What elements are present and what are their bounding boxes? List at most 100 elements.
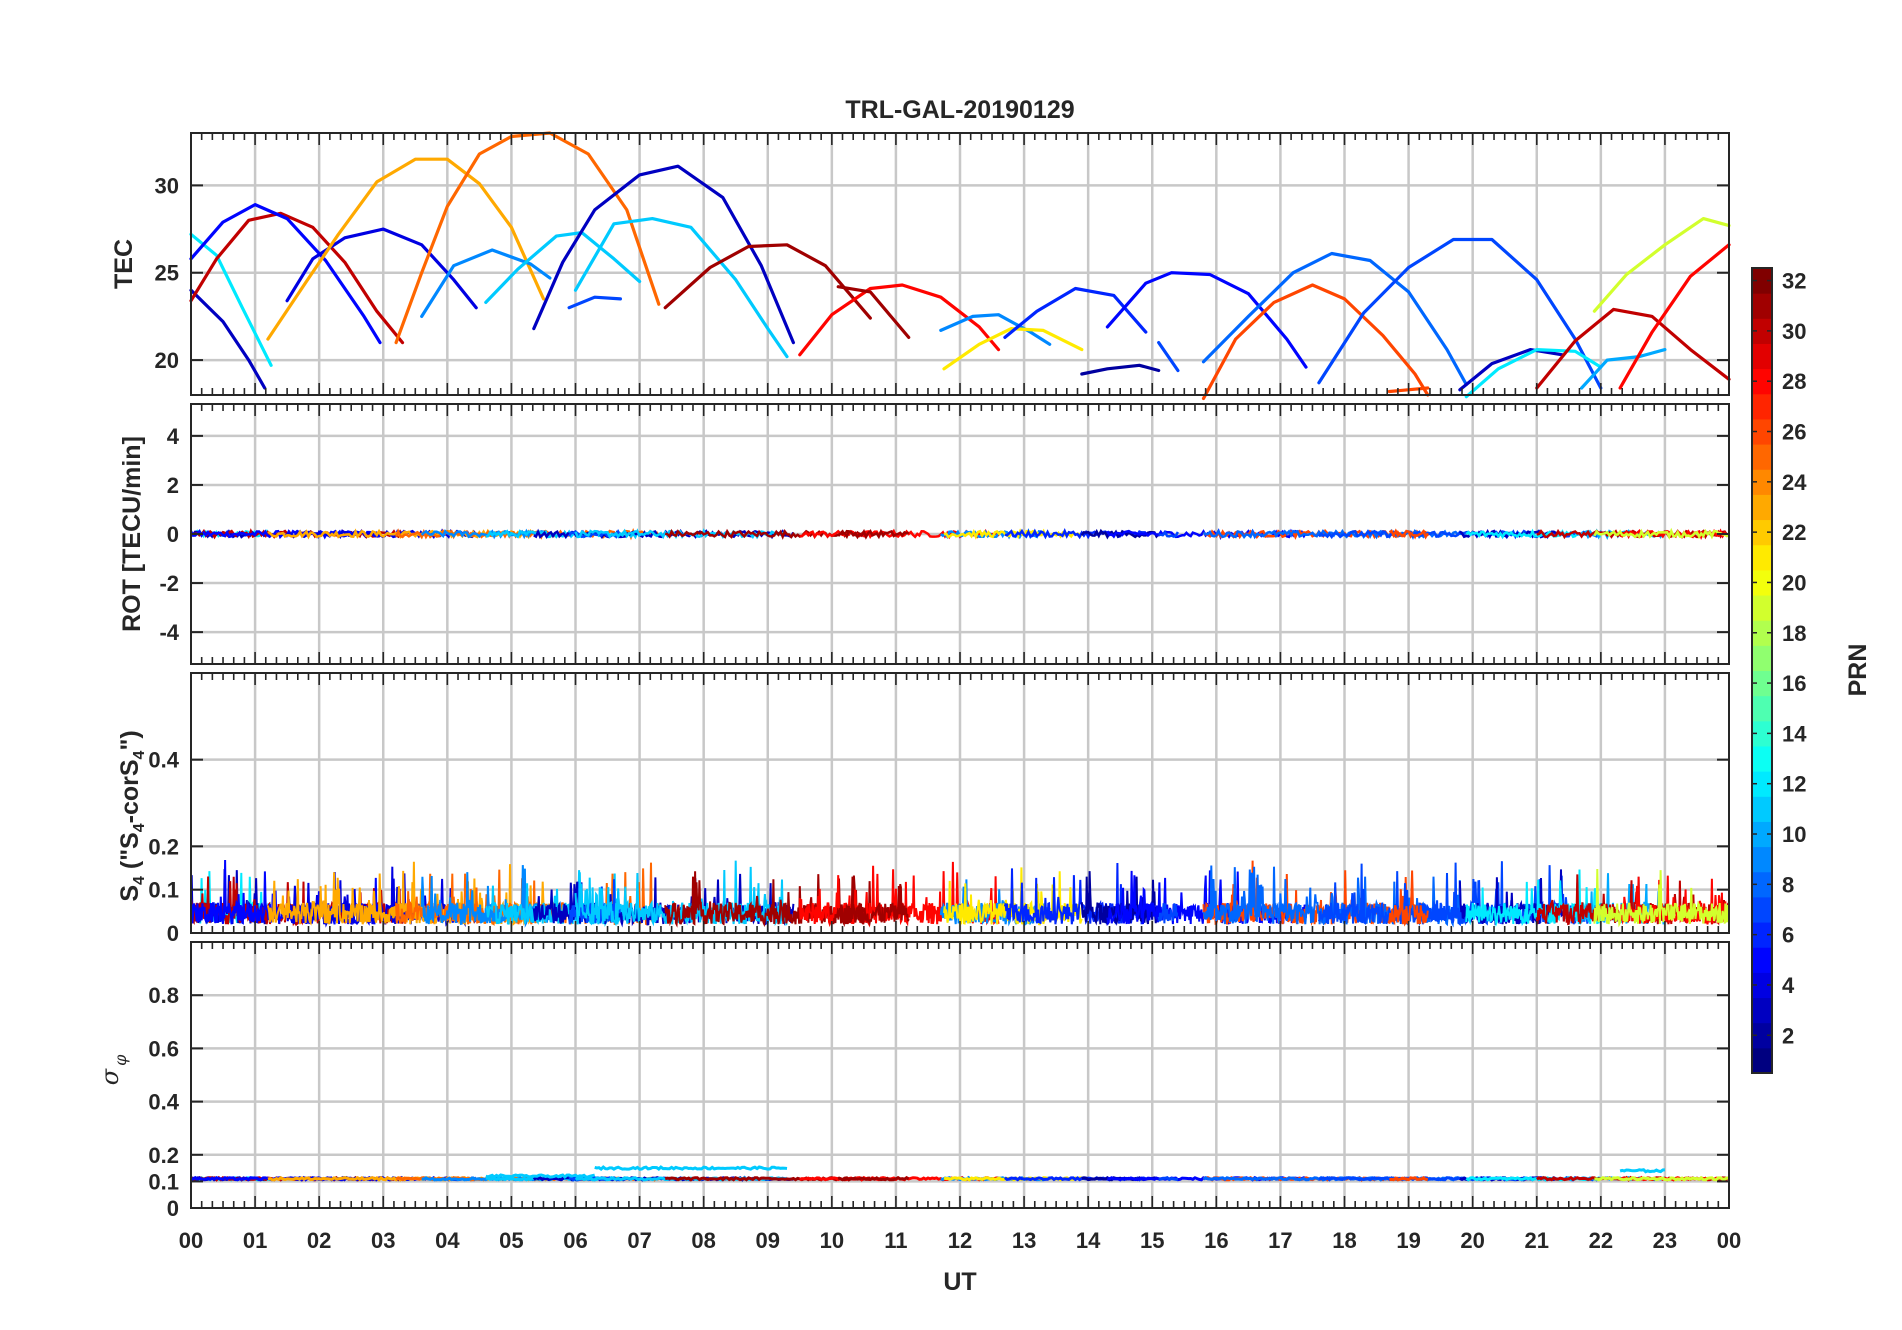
- s4-panel: 0 0.1 0.2 0.4: [148, 672, 1730, 946]
- tec-series-prn-10: [1579, 348, 1667, 390]
- sigma-series-prn-7: [1158, 1176, 1179, 1182]
- x-tick-label: 09: [756, 1228, 780, 1253]
- tec-series-prn-30: [189, 211, 405, 345]
- colorbar-cell-7: [1752, 896, 1772, 923]
- tec-series-prn-21: [942, 327, 1084, 371]
- s4-y-tick-label: 0: [167, 921, 179, 946]
- x-axis-label: UT: [943, 1268, 976, 1296]
- sigma-y-tick-label: 0.6: [148, 1036, 179, 1061]
- sigma-grid: [191, 942, 1729, 1208]
- rot-series-prn-9: [420, 528, 551, 540]
- rot-y-tick-label: 2: [167, 473, 179, 498]
- tec-series-prn-31: [663, 243, 872, 320]
- colorbar-cell-16: [1752, 670, 1772, 697]
- colorbar-cell-28: [1752, 368, 1772, 395]
- tec-series-prn-8: [1201, 251, 1468, 387]
- tec-series-prn-9: [420, 248, 552, 318]
- rot-series-prn-19: [1593, 527, 1730, 540]
- x-tick-label: 01: [243, 1228, 267, 1253]
- sigma-y-tick-label: 0.2: [148, 1143, 179, 1168]
- x-tick-label: 03: [371, 1228, 395, 1253]
- rot-y-tick-labels: -4 -2 0 2 4: [159, 424, 179, 645]
- colorbar-cell-31: [1752, 293, 1772, 319]
- tec-y-tick-labels: 20 25 30: [155, 173, 179, 373]
- tec-series-prn-28: [798, 283, 1001, 357]
- colorbar-cell-8: [1752, 871, 1772, 898]
- rot-axes-frame: [190, 403, 1730, 665]
- colorbar-tick-label: 28: [1782, 369, 1806, 394]
- tec-y-tick-label: 25: [155, 261, 179, 286]
- colorbar-tick-label: 22: [1782, 520, 1806, 545]
- colorbar-tick-label: 16: [1782, 671, 1806, 696]
- sigma-elevated-prn-11: [1619, 1168, 1666, 1174]
- colorbar-tick-label: 32: [1782, 269, 1806, 294]
- sigma-panel: 00.10.2 0.4 0.6 0.8: [148, 941, 1730, 1221]
- colorbar-cell-32: [1752, 268, 1772, 294]
- sigma-series-prn-19: [1594, 1175, 1730, 1182]
- rot-series-prn-30: [1536, 528, 1730, 540]
- colorbar-cell-4: [1752, 972, 1772, 999]
- x-tick-label: 13: [1012, 1228, 1036, 1253]
- tec-series-prn-3: [1458, 348, 1565, 392]
- colorbar-cell-5: [1752, 947, 1772, 973]
- colorbar-cell-27: [1752, 393, 1772, 420]
- s4-y-tick-labels: 0 0.1 0.2 0.4: [148, 748, 179, 946]
- tec-series-prn-19: [1592, 217, 1731, 313]
- s4-series-prn-7: [1157, 903, 1179, 924]
- x-tick-label: 11: [884, 1228, 907, 1253]
- x-tick-label: 14: [1076, 1228, 1101, 1253]
- tec-series-prn-26: [1201, 283, 1430, 401]
- x-tick-labels: 00 01 02 03 04 05 06 07 08 09 10 11 12 13 14 15 16 17 18 19…: [179, 1228, 1741, 1253]
- colorbar-cell-24: [1752, 469, 1772, 495]
- rot-series-prn-2: [1080, 528, 1160, 540]
- x-tick-label: 08: [691, 1228, 715, 1253]
- colorbar-tick-label: 18: [1782, 621, 1806, 646]
- colorbar-frame: [1751, 267, 1773, 1074]
- colorbar-tick-label: 20: [1782, 570, 1806, 595]
- colorbar-cell-30: [1752, 318, 1772, 344]
- colorbar-cell-9: [1752, 846, 1772, 873]
- s4-y-tick-label: 0.4: [148, 748, 179, 773]
- tec-panel: 20 25 30: [155, 131, 1731, 401]
- colorbar-cell-1: [1752, 1047, 1772, 1074]
- tec-series-prn-3: [532, 164, 796, 345]
- x-tick-label: 07: [627, 1228, 651, 1253]
- x-tick-label: 21: [1525, 1228, 1549, 1253]
- rot-panel: -4 -2 0 2 4: [159, 403, 1730, 665]
- x-tick-label: 16: [1204, 1228, 1228, 1253]
- s4-series-prn-31: [837, 883, 910, 928]
- rot-series: [189, 527, 1730, 541]
- colorbar-tick-label: 26: [1782, 420, 1806, 445]
- tec-series-prn-11: [484, 231, 642, 304]
- s4-axes-frame: [190, 672, 1730, 934]
- sigma-elevated-prn-11: [594, 1165, 788, 1172]
- x-tick-label: 15: [1140, 1228, 1164, 1253]
- tec-series-prn-11: [573, 217, 789, 359]
- x-tick-label: 00: [1717, 1228, 1741, 1253]
- rot-y-tick-label: -4: [159, 620, 179, 645]
- s4-y-tick-label: 0.1: [148, 878, 179, 903]
- tec-series: [189, 131, 1731, 401]
- colorbar-cell-18: [1752, 620, 1772, 646]
- colorbar-tick-label: 4: [1782, 973, 1795, 998]
- sigma-elevated-prn-11: [485, 1173, 596, 1180]
- tec-axes-frame: [190, 132, 1730, 396]
- rot-series-prn-31: [664, 528, 872, 540]
- colorbar-cell-14: [1752, 720, 1772, 747]
- s4-series-prn-19: [1593, 868, 1730, 928]
- s4-series-prn-6: [1003, 862, 1147, 925]
- colorbar-tick-label: 24: [1782, 470, 1807, 495]
- sigma-series: [190, 1165, 1730, 1182]
- colorbar-tick-label: 2: [1782, 1023, 1794, 1048]
- colorbar-tick-label: 6: [1782, 923, 1794, 948]
- x-tick-label: 19: [1396, 1228, 1420, 1253]
- tec-series-prn-28: [1618, 243, 1731, 390]
- colorbar-cell-15: [1752, 695, 1772, 722]
- tec-series-prn-5: [189, 203, 382, 345]
- sigma-y-tick-labels: 00.10.2 0.4 0.6 0.8: [148, 983, 179, 1221]
- colorbar-cells: [1752, 268, 1772, 1074]
- tec-series-prn-30: [1535, 307, 1731, 390]
